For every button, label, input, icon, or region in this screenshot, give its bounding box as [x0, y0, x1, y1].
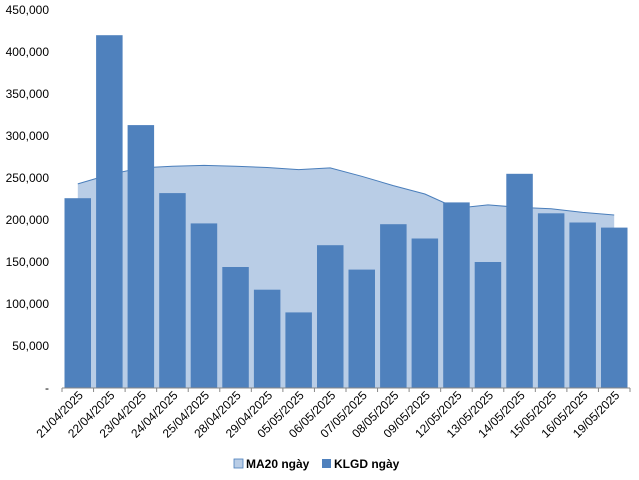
klgd-bar — [64, 198, 91, 388]
y-tick-label: 350,000 — [6, 87, 50, 101]
legend: MA20 ngày KLGD ngày — [233, 457, 400, 471]
y-axis-ticks: - 50,000 100,000 150,000 200,000 250,000 300,0… — [6, 3, 50, 395]
x-axis-ticks: 21/04/202522/04/202523/04/202524/04/2025… — [34, 388, 623, 441]
klgd-bar — [569, 222, 596, 388]
klgd-bar-series — [64, 35, 628, 388]
klgd-bar — [348, 269, 375, 388]
y-tick-label: 100,000 — [6, 297, 50, 311]
klgd-bar — [222, 267, 249, 388]
klgd-bar — [380, 224, 407, 388]
y-tick-label: 300,000 — [6, 129, 50, 143]
y-tick-label: - — [45, 381, 49, 395]
legend-swatch-klgd — [322, 459, 331, 468]
legend-swatch-ma20 — [233, 458, 244, 469]
klgd-bar — [537, 213, 565, 388]
klgd-bar — [253, 289, 281, 388]
ma20-area-series — [77, 164, 615, 388]
y-tick-label: 450,000 — [6, 3, 50, 17]
klgd-bar — [285, 312, 312, 388]
klgd-bar — [127, 125, 155, 388]
ma20-area-fill — [77, 165, 615, 388]
axes — [61, 387, 631, 392]
y-tick-label: 200,000 — [6, 213, 50, 227]
y-tick-label: 50,000 — [12, 339, 49, 353]
y-tick-label: 250,000 — [6, 171, 50, 185]
klgd-bar — [96, 35, 123, 388]
y-tick-label: 150,000 — [6, 255, 50, 269]
legend-label-ma20: MA20 ngày — [246, 457, 310, 471]
klgd-bar — [474, 262, 502, 388]
klgd-bar — [411, 238, 439, 388]
legend-label-klgd: KLGD ngày — [334, 457, 400, 471]
klgd-bar — [601, 227, 628, 388]
klgd-bar — [159, 193, 186, 388]
klgd-bar — [317, 245, 344, 388]
klgd-bar — [443, 202, 470, 388]
klgd-bar — [190, 223, 218, 388]
y-tick-label: 400,000 — [6, 45, 50, 59]
klgd-bar — [506, 173, 533, 388]
